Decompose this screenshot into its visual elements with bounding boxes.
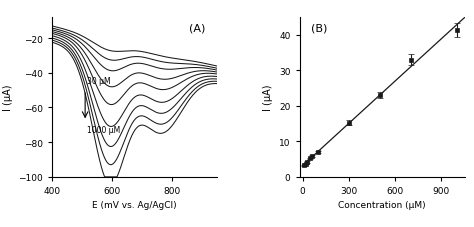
Text: 1000 μM: 1000 μM (87, 125, 120, 134)
Text: (B): (B) (311, 23, 328, 33)
X-axis label: Concentration (μM): Concentration (μM) (338, 200, 426, 210)
Y-axis label: I (μA): I (μA) (264, 84, 273, 111)
X-axis label: E (mV vs. Ag/AgCl): E (mV vs. Ag/AgCl) (92, 200, 177, 210)
Y-axis label: I (μA): I (μA) (3, 84, 13, 111)
Text: (A): (A) (189, 23, 206, 33)
Text: 30 μM: 30 μM (87, 76, 110, 86)
